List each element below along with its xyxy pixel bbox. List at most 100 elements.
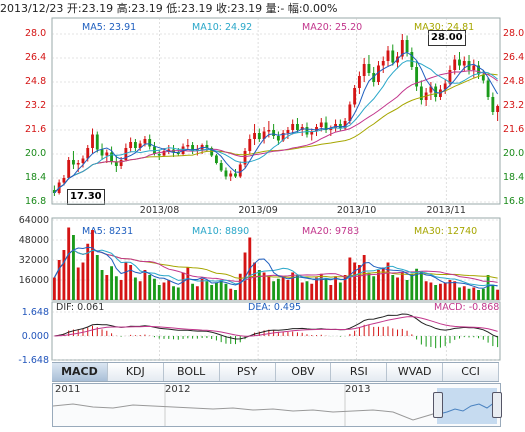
candle-body (496, 106, 500, 112)
candle-body (281, 133, 285, 141)
candle-body (400, 40, 404, 57)
volume-bar (338, 282, 342, 300)
volume-bar (229, 288, 233, 300)
volume-bar (400, 272, 404, 300)
price-ma5-label: MA5: 23.91 (82, 22, 137, 33)
tab-kdj[interactable]: KDJ (107, 363, 164, 381)
volume-bar (496, 289, 500, 300)
candle-body (472, 65, 476, 70)
candle-body (162, 151, 166, 156)
price-ma10-line (54, 60, 498, 194)
volume-bar (86, 243, 90, 300)
navigator-right-handle[interactable] (492, 392, 502, 418)
volume-bar (438, 283, 442, 300)
volume-bar (443, 282, 447, 300)
volume-bar (286, 280, 290, 300)
volume-bar (281, 277, 285, 300)
candle-body (276, 136, 280, 141)
candle-body (443, 83, 447, 90)
volume-bar (291, 272, 295, 300)
candle-body (214, 155, 218, 163)
price-tick-right: 28.0 (503, 28, 525, 39)
tab-obv[interactable]: OBV (275, 363, 332, 381)
volume-bar (186, 267, 190, 300)
candle-body (462, 61, 466, 66)
price-tick-left: 16.8 (25, 196, 47, 207)
navigator-left-handle[interactable] (433, 392, 443, 418)
candle-body (372, 73, 376, 82)
volume-bar (257, 270, 261, 300)
volume-tick-label: 48000 (19, 235, 49, 246)
tab-psy[interactable]: PSY (219, 363, 276, 381)
volume-bar (219, 280, 223, 300)
volume-bar (72, 235, 75, 300)
candle-body (319, 122, 323, 127)
x-axis-label: 2013/08 (140, 205, 179, 216)
candle-body (419, 86, 423, 100)
navigator-year-2012: 2012 (165, 384, 191, 395)
candle-body (100, 149, 104, 156)
volume-bar (176, 287, 180, 300)
price-tick-right: 20.0 (503, 148, 525, 159)
candle-body (353, 88, 357, 105)
volume-bar (310, 283, 314, 300)
volume-bar (105, 275, 109, 300)
candle-body (296, 124, 299, 130)
volume-ma10-label: MA10: 8890 (192, 226, 250, 237)
volume-ma20-label: MA20: 9783 (302, 226, 360, 237)
volume-bar (410, 273, 414, 300)
volume-bar (62, 250, 66, 300)
volume-bar (343, 275, 347, 300)
candle-body (410, 52, 414, 67)
volume-bar (243, 252, 247, 300)
price-tick-right: 23.2 (503, 100, 525, 111)
candle-body (86, 148, 90, 159)
candle-body (176, 152, 180, 154)
candle-body (110, 152, 114, 162)
price-tick-left: 18.4 (25, 172, 47, 183)
candle-body (67, 160, 71, 178)
tab-rsi[interactable]: RSI (331, 363, 388, 381)
volume-bar (491, 285, 495, 300)
volume-bar (91, 230, 94, 300)
candle-body (377, 65, 380, 82)
volume-ma20-line (53, 249, 498, 283)
candle-body (315, 127, 318, 132)
candle-body (253, 133, 256, 139)
price-tick-left: 24.8 (25, 76, 47, 87)
volume-bar (429, 282, 433, 300)
volume-bar (162, 282, 166, 300)
range-navigator[interactable]: 2011 2012 2013 (52, 383, 502, 427)
candle-body (477, 65, 480, 75)
candle-body (448, 70, 452, 84)
navigator-year-2013: 2013 (345, 384, 371, 395)
candle-body (76, 163, 80, 165)
volume-ma5-line (53, 246, 498, 289)
candle-body (348, 104, 352, 121)
candle-body (243, 151, 247, 165)
candle-body (286, 130, 290, 133)
tab-boll[interactable]: BOLL (163, 363, 220, 381)
price-tick-left: 28.0 (25, 28, 47, 39)
volume-bar (357, 265, 361, 300)
macd-tick-label: 1.648 (22, 307, 49, 318)
candle-body (229, 173, 233, 177)
tab-cci[interactable]: CCI (443, 363, 499, 381)
volume-bar (267, 276, 271, 300)
price-tick-left: 20.0 (25, 148, 47, 159)
volume-bar (458, 287, 461, 300)
candle-body (124, 148, 128, 160)
volume-bar (348, 257, 352, 300)
tab-wvad[interactable]: WVAD (387, 363, 444, 381)
volume-tick-label: 16000 (19, 275, 49, 286)
candle-body (153, 146, 156, 154)
x-axis-label: 2013/10 (337, 205, 376, 216)
volume-bar (138, 281, 142, 300)
candle-body (205, 145, 209, 148)
candle-body (138, 143, 142, 148)
candle-body (52, 190, 56, 193)
volume-bar (191, 283, 195, 300)
tab-macd[interactable]: MACD (52, 363, 108, 381)
candle-body (91, 134, 94, 148)
macd-value-label: MACD: -0.868 (434, 302, 500, 313)
